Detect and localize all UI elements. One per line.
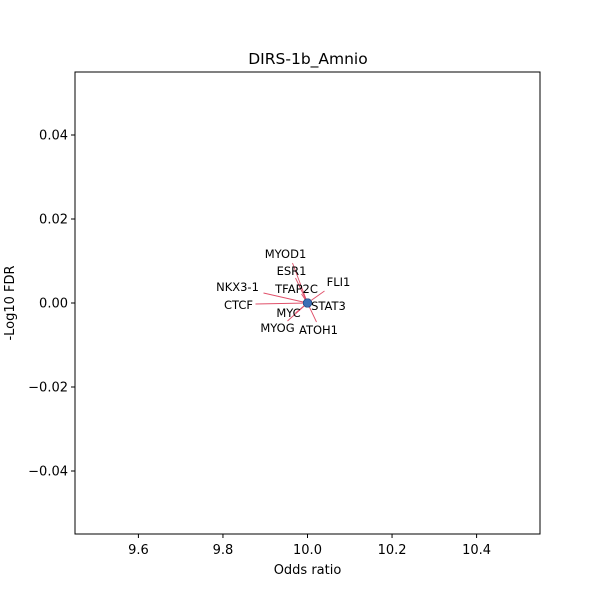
y-tick-label: −0.02 (28, 381, 68, 396)
point-label: FLI1 (327, 275, 351, 289)
point-label: TFAP2C (274, 282, 318, 296)
data-points (302, 298, 312, 308)
leader-line (292, 262, 308, 304)
x-tick-label: 10.4 (462, 543, 491, 558)
x-tick-label: 9.6 (128, 543, 149, 558)
y-tick-label: 0.02 (39, 213, 68, 228)
y-tick-label: 0.04 (39, 129, 68, 144)
data-point (302, 298, 312, 308)
y-tick-label: 0.00 (39, 297, 68, 312)
point-labels: MYOD1 ESR1 FLI1 NKX3-1 TFAP2C CTCF STAT3 MYCMYO… (216, 247, 350, 337)
x-tick-label: 9.8 (213, 543, 234, 558)
y-axis-ticks: 0.04 0.02 0.00 −0.02 −0.04 (28, 129, 75, 480)
chart-title: DIRS-1b_Amnio (248, 50, 367, 69)
y-tick-label: −0.04 (28, 465, 68, 480)
leader-line (295, 277, 308, 304)
point-label: CTCF (224, 298, 253, 312)
leader-line (263, 292, 308, 304)
point-label: ESR1 (277, 264, 307, 278)
x-tick-label: 10.0 (293, 543, 322, 558)
y-axis-label: -Log10 FDR (3, 265, 18, 340)
point-label: MYOG (260, 321, 294, 335)
x-axis-ticks: 9.6 9.8 10.0 10.2 10.4 (128, 534, 491, 558)
leader-line (255, 302, 308, 305)
point-label: ATOH1 (299, 323, 338, 337)
point-label: MYOD1 (265, 247, 307, 261)
point-label: STAT3 (311, 299, 346, 313)
point-label: NKX3-1 (216, 280, 259, 294)
point-label: MYC (276, 306, 300, 320)
plot-frame (74, 71, 541, 535)
x-tick-label: 10.2 (378, 543, 407, 558)
x-axis-label: Odds ratio (274, 563, 342, 578)
